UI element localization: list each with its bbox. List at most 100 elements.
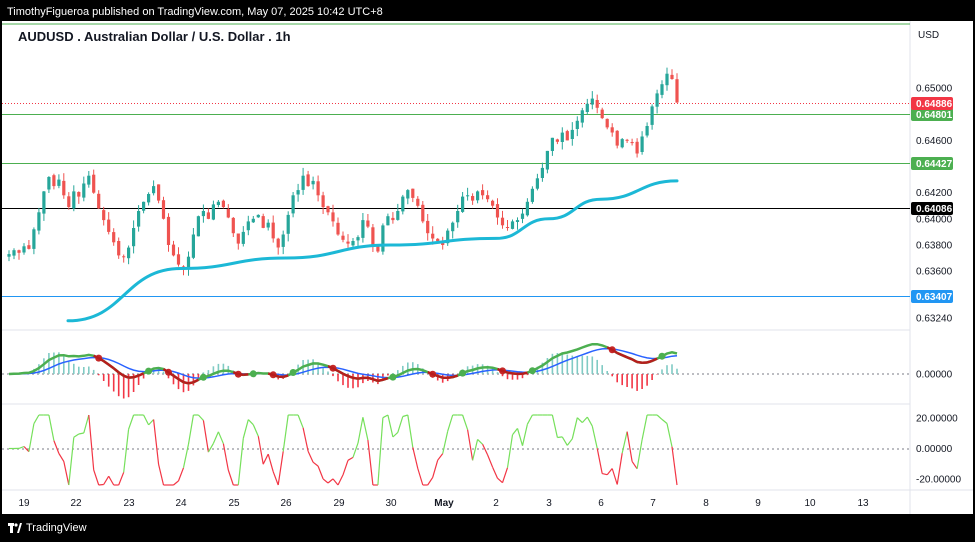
price-axis[interactable]: USD 0.00000 20.00000 0.00000 -20.00000 [916, 30, 961, 485]
candle [620, 138, 624, 149]
oscillator-segment [666, 423, 673, 447]
candle [246, 215, 250, 236]
macd-hist-bar [92, 369, 95, 374]
candle [107, 212, 111, 235]
candle [411, 188, 415, 203]
candle [166, 213, 171, 252]
candle [72, 185, 76, 212]
oscillator-tick-label: -20.00000 [916, 474, 961, 485]
macd-hist-bar [352, 374, 354, 389]
candle [32, 227, 36, 255]
macd-hist-bar [212, 366, 215, 374]
candle [510, 219, 515, 230]
oscillator-segment [611, 468, 618, 485]
candle [191, 228, 195, 260]
macd-hist-bar [426, 373, 429, 374]
macd-hist-bar [611, 374, 613, 377]
macd-hist-bar [501, 374, 504, 377]
macd-bear-segment [512, 372, 518, 376]
macd-hist-bar [327, 371, 329, 374]
candle [37, 207, 41, 235]
svg-text:0.64886: 0.64886 [916, 99, 953, 110]
oscillator-segment [143, 414, 150, 426]
time-tick-label: 25 [228, 498, 240, 509]
oscillator-tick-label: 20.00000 [916, 414, 958, 425]
oscillator-segment [153, 419, 160, 465]
candle [301, 167, 305, 195]
macd-hist-bar [586, 355, 589, 374]
time-tick-label: 22 [70, 498, 82, 509]
macd-cross-dot [389, 373, 397, 381]
candle [515, 217, 520, 230]
candle [451, 221, 455, 239]
macd-hist-bar [197, 374, 200, 379]
time-tick-label: 24 [175, 498, 187, 509]
macd-hist-bar [536, 366, 539, 374]
candle [316, 175, 320, 202]
candle [391, 212, 395, 224]
oscillator-segment [317, 465, 324, 480]
oscillator-segment [571, 417, 578, 439]
macd-signal-line [8, 347, 678, 379]
oscillator-segment [501, 467, 509, 483]
macd-cross-dot [658, 352, 666, 360]
candle [416, 196, 420, 208]
macd-bear-segment [177, 378, 185, 384]
level-badge: 0.64086 [911, 202, 953, 215]
candle [486, 190, 490, 203]
oscillator-segment [482, 444, 489, 456]
macd-bear-segment [606, 346, 613, 351]
oscillator-segment [516, 428, 524, 446]
oscillator-segment [158, 464, 165, 486]
macd-hist-bar [571, 355, 574, 374]
macd-hist-bar [207, 370, 210, 374]
time-tick-label: 10 [804, 498, 816, 509]
macd-cross-dot [199, 373, 207, 381]
candle [281, 230, 285, 255]
svg-text:0.64801: 0.64801 [916, 110, 953, 121]
candle [306, 170, 310, 187]
oscillator-segment [591, 425, 598, 449]
oscillator-segment [417, 468, 424, 486]
oscillator-segment [307, 451, 314, 463]
candle [361, 213, 365, 243]
macd-bear-segment [631, 358, 638, 364]
oscillator-segment [352, 442, 359, 458]
oscillator-segment [671, 446, 678, 486]
candle [256, 214, 260, 218]
candle [201, 204, 205, 223]
macd-bear-segment [427, 371, 434, 376]
macd-hist-bar [576, 356, 579, 374]
footer-brand[interactable]: TradingView [8, 521, 87, 535]
candle [296, 183, 300, 202]
oscillator-segment [297, 414, 304, 429]
candle [161, 196, 166, 220]
candle [321, 191, 325, 214]
oscillator-segment [621, 431, 628, 454]
candle [371, 224, 375, 252]
macd-bear-segment [327, 365, 334, 370]
candle [82, 176, 86, 202]
macd-hist-bar [621, 374, 623, 386]
macd-hist-bar [312, 359, 314, 374]
oscillator-segment [407, 414, 414, 448]
macd-bear-segment [117, 371, 125, 377]
macd-bear-segment [646, 359, 653, 364]
candle [236, 233, 240, 250]
candle [97, 190, 101, 210]
macd-hist-bar [581, 355, 584, 374]
macd-bear-segment [162, 368, 170, 374]
time-axis[interactable]: 19 22 23 24 25 26 29 30 May 2 3 6 7 8 9 10 13 [18, 498, 869, 509]
candle [157, 184, 161, 204]
macd-hist-bar [342, 374, 344, 386]
candle [580, 107, 584, 128]
macd-bear-segment [342, 372, 349, 378]
oscillator-segment [327, 478, 334, 484]
oscillator-segment [148, 419, 155, 426]
candle [226, 204, 230, 219]
candle [231, 217, 235, 237]
time-tick-label: 6 [598, 498, 604, 509]
candle [505, 220, 510, 231]
candle [555, 138, 559, 145]
